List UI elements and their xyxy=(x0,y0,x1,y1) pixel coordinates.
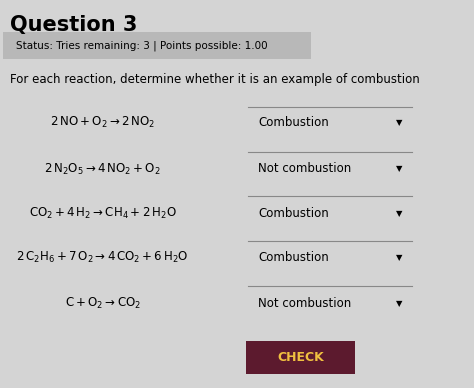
Text: CHECK: CHECK xyxy=(277,351,324,364)
Text: For each reaction, determine whether it is an example of combustion: For each reaction, determine whether it … xyxy=(10,73,419,86)
Text: ▼: ▼ xyxy=(396,253,403,262)
Text: Combustion: Combustion xyxy=(258,207,329,220)
Text: Not combustion: Not combustion xyxy=(258,297,352,310)
Text: Status: Tries remaining: 3 | Points possible: 1.00: Status: Tries remaining: 3 | Points poss… xyxy=(16,40,268,51)
Text: $2\,\mathrm{NO} + \mathrm{O_2} \rightarrow 2\,\mathrm{NO_2}$: $2\,\mathrm{NO} + \mathrm{O_2} \rightarr… xyxy=(50,115,155,130)
FancyBboxPatch shape xyxy=(3,32,311,59)
Text: $2\,\mathrm{C_2H_6} + 7\,\mathrm{O_2} \rightarrow 4\,\mathrm{CO_2} + 6\,\mathrm{: $2\,\mathrm{C_2H_6} + 7\,\mathrm{O_2} \r… xyxy=(16,250,189,265)
Text: ▼: ▼ xyxy=(396,118,403,127)
Text: ▼: ▼ xyxy=(396,209,403,218)
FancyBboxPatch shape xyxy=(246,341,356,374)
Text: $\mathrm{CO_2} + 4\,\mathrm{H_2} \rightarrow \mathrm{CH_4} + 2\,\mathrm{H_2O}$: $\mathrm{CO_2} + 4\,\mathrm{H_2} \righta… xyxy=(29,206,176,221)
Text: Combustion: Combustion xyxy=(258,251,329,264)
Text: Not combustion: Not combustion xyxy=(258,163,352,175)
Text: $2\,\mathrm{N_2O_5} \rightarrow 4\,\mathrm{NO_2} + \mathrm{O_2}$: $2\,\mathrm{N_2O_5} \rightarrow 4\,\math… xyxy=(44,161,161,177)
Text: Combustion: Combustion xyxy=(258,116,329,129)
Text: $\mathrm{C} + \mathrm{O_2} \rightarrow \mathrm{CO_2}$: $\mathrm{C} + \mathrm{O_2} \rightarrow \… xyxy=(64,296,141,311)
Text: Question 3: Question 3 xyxy=(10,15,137,35)
Text: ▼: ▼ xyxy=(396,299,403,308)
Text: ▼: ▼ xyxy=(396,165,403,173)
